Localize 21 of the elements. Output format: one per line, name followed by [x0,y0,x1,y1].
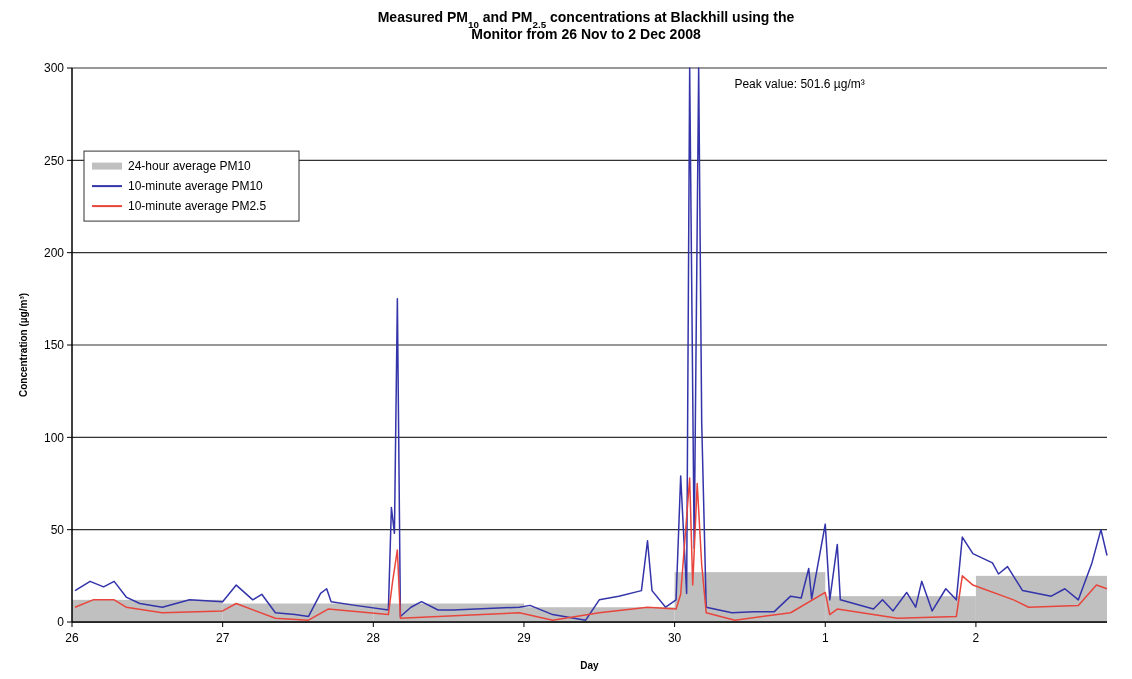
x-tick-label: 28 [366,631,381,645]
chart-title: Measured PM$_{10}$ and PM$_{2.5}$ concentrations at Blackhill using the Monitor from 26 Nov to 2 Dec 2008 [377,9,795,42]
legend-label: 10-minute average PM2.5 [128,199,267,214]
y-axis-title: Concentration (µg/m³) [18,292,29,398]
legend-label: 24-hour average PM10 [128,159,252,174]
x-axis-title: Day [580,660,600,671]
y-tick-label: 0 [57,615,65,630]
y-tick-label: 200 [43,245,65,260]
y-tick-label: 250 [43,153,65,168]
y-tick-label: 50 [50,522,65,537]
x-tick-label: 1 [821,631,829,645]
x-tick-label: 29 [517,631,531,645]
x-tick-label: 27 [215,631,230,645]
legend-label: 10-minute average PM10 [128,179,264,194]
x-tick-label: 2 [972,631,980,645]
x-tick-label: 30 [667,631,682,645]
y-tick-label: 300 [43,61,65,76]
y-tick-label: 150 [43,338,65,353]
x-tick-label: 26 [65,631,79,645]
annotation: Peak value: 501.6 µg/m³ [734,77,865,91]
y-tick-label: 100 [43,430,65,445]
